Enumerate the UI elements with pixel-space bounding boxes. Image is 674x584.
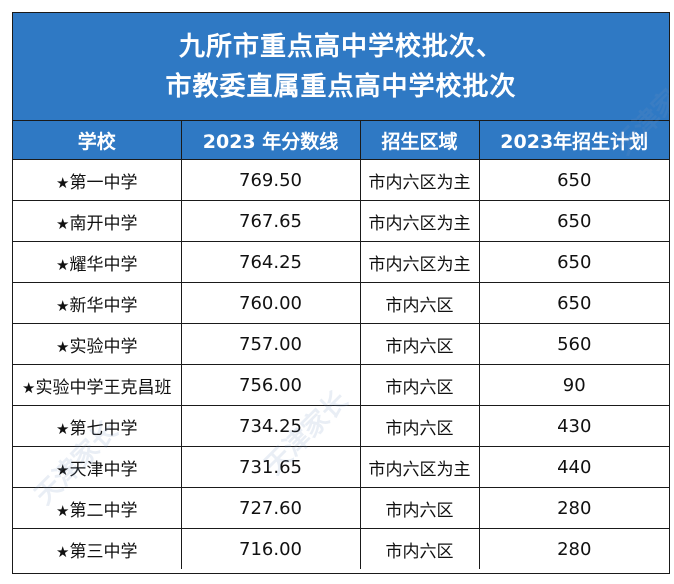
cell-school: ★第一中学 <box>13 159 182 201</box>
score-table-sheet: 九所市重点高中学校批次、 市教委直属重点高中学校批次 学校 2023 年分数线 … <box>12 12 670 574</box>
table-row: ★第三中学 716.00 市内六区 280 <box>13 528 669 569</box>
cell-school: ★实验中学王克昌班 <box>13 364 182 406</box>
cell-plan: 650 <box>478 282 669 324</box>
school-name: 实验中学王克昌班 <box>35 377 172 398</box>
cell-zone: 市内六区 <box>359 364 480 406</box>
cell-school: ★南开中学 <box>13 200 182 242</box>
cell-zone: 市内六区 <box>359 405 480 447</box>
table-row: ★耀华中学 764.25 市内六区为主 650 <box>13 241 669 283</box>
school-name: 耀华中学 <box>69 254 138 275</box>
cell-plan: 650 <box>478 200 669 242</box>
cell-score: 767.65 <box>180 200 361 242</box>
cell-score: 731.65 <box>180 446 361 488</box>
cell-score: 716.00 <box>180 528 361 569</box>
table-row: ★第七中学 734.25 市内六区 430 <box>13 405 669 447</box>
header-plan: 2023年招生计划 <box>478 121 669 160</box>
school-name: 第二中学 <box>69 500 138 521</box>
cell-plan: 650 <box>478 159 669 201</box>
cell-school: ★新华中学 <box>13 282 182 324</box>
cell-zone: 市内六区为主 <box>359 159 480 201</box>
cell-score: 769.50 <box>180 159 361 201</box>
title-banner: 九所市重点高中学校批次、 市教委直属重点高中学校批次 <box>13 13 669 121</box>
star-icon: ★ <box>56 460 70 479</box>
cell-plan: 560 <box>478 323 669 365</box>
cell-school: ★实验中学 <box>13 323 182 365</box>
cell-plan: 280 <box>478 487 669 529</box>
title-line-1: 九所市重点高中学校批次、 <box>178 31 503 62</box>
table-body: ★第一中学 769.50 市内六区为主 650 ★南开中学 767.65 市内六区为主 650… <box>13 159 669 569</box>
cell-school: ★第二中学 <box>13 487 182 529</box>
cell-zone: 市内六区 <box>359 487 480 529</box>
cell-score: 764.25 <box>180 241 361 283</box>
header-school: 学校 <box>13 121 182 160</box>
school-name: 第七中学 <box>69 418 138 439</box>
table-row: ★实验中学 757.00 市内六区 560 <box>13 323 669 365</box>
cell-zone: 市内六区为主 <box>359 241 480 283</box>
cell-school: ★耀华中学 <box>13 241 182 283</box>
cell-zone: 市内六区为主 <box>359 446 480 488</box>
cell-score: 756.00 <box>180 364 361 406</box>
header-row: 学校 2023 年分数线 招生区域 2023年招生计划 <box>13 121 669 160</box>
school-name: 南开中学 <box>69 213 138 234</box>
star-icon: ★ <box>56 337 70 356</box>
star-icon: ★ <box>56 173 70 192</box>
cell-school: ★第三中学 <box>13 528 182 569</box>
cell-zone: 市内六区为主 <box>359 200 480 242</box>
school-name: 实验中学 <box>69 336 138 357</box>
star-icon: ★ <box>22 378 36 397</box>
cell-score: 734.25 <box>180 405 361 447</box>
table-row: ★天津中学 731.65 市内六区为主 440 <box>13 446 669 488</box>
school-name: 天津中学 <box>69 459 138 480</box>
school-name: 第三中学 <box>69 541 138 562</box>
cell-plan: 440 <box>478 446 669 488</box>
cell-score: 760.00 <box>180 282 361 324</box>
school-name: 新华中学 <box>69 295 138 316</box>
star-icon: ★ <box>56 542 70 561</box>
star-icon: ★ <box>56 296 70 315</box>
score-table: 学校 2023 年分数线 招生区域 2023年招生计划 ★第一中学 769.50 市… <box>13 121 669 569</box>
header-zone: 招生区域 <box>359 121 480 160</box>
cell-score: 757.00 <box>180 323 361 365</box>
cell-school: ★第七中学 <box>13 405 182 447</box>
table-row: ★南开中学 767.65 市内六区为主 650 <box>13 200 669 242</box>
header-score: 2023 年分数线 <box>180 121 361 160</box>
star-icon: ★ <box>56 419 70 438</box>
cell-zone: 市内六区 <box>359 323 480 365</box>
table-row: ★新华中学 760.00 市内六区 650 <box>13 282 669 324</box>
table-row: ★实验中学王克昌班 756.00 市内六区 90 <box>13 364 669 406</box>
star-icon: ★ <box>56 255 70 274</box>
table-row: ★第一中学 769.50 市内六区为主 650 <box>13 159 669 201</box>
cell-plan: 650 <box>478 241 669 283</box>
cell-zone: 市内六区 <box>359 528 480 569</box>
cell-plan: 90 <box>478 364 669 406</box>
cell-plan: 280 <box>478 528 669 569</box>
cell-school: ★天津中学 <box>13 446 182 488</box>
star-icon: ★ <box>56 501 70 520</box>
table-row: ★第二中学 727.60 市内六区 280 <box>13 487 669 529</box>
cell-score: 727.60 <box>180 487 361 529</box>
cell-plan: 430 <box>478 405 669 447</box>
cell-zone: 市内六区 <box>359 282 480 324</box>
title-line-2: 市教委直属重点高中学校批次 <box>165 71 517 102</box>
star-icon: ★ <box>56 214 70 233</box>
school-name: 第一中学 <box>69 172 138 193</box>
